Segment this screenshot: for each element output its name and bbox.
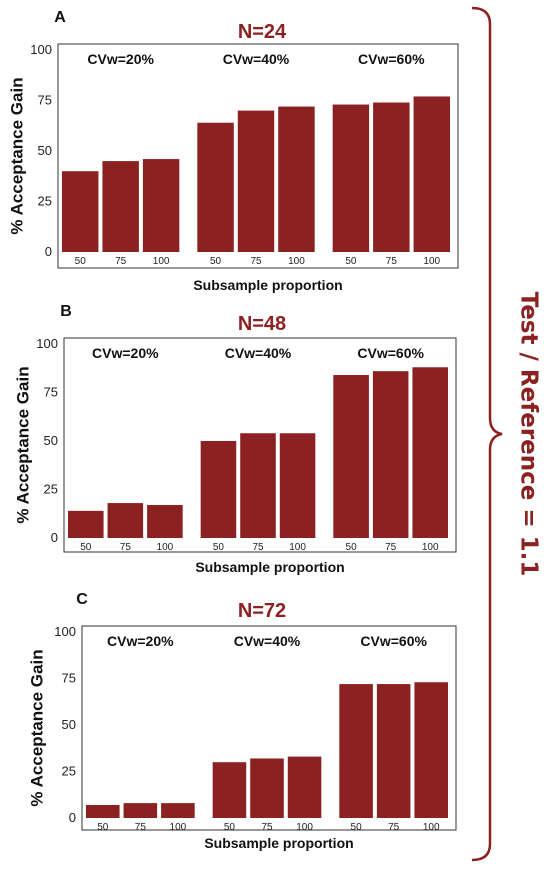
x-tick-label: 50 bbox=[345, 256, 357, 267]
x-tick-label: 50 bbox=[80, 542, 92, 553]
x-tick-label: 75 bbox=[250, 256, 262, 267]
chart-panel-b: 0 25 50 75 100 B N=48 Subsample proportion % Acc… bbox=[13, 303, 457, 575]
x-tick-label: 50 bbox=[224, 822, 236, 833]
bar-cvw60-100 bbox=[412, 367, 448, 538]
chart-title: N=48 bbox=[238, 313, 286, 335]
chart-title: N=72 bbox=[238, 600, 286, 622]
bar-cvw40-100 bbox=[279, 433, 316, 538]
bar-cvw40-75 bbox=[250, 758, 284, 818]
bar-cvw20-50 bbox=[68, 510, 104, 538]
group-label: CVw=60% bbox=[360, 633, 427, 649]
y-tick-label: 0 bbox=[51, 530, 58, 545]
bar-cvw60-50 bbox=[339, 684, 373, 818]
x-tick-label: 75 bbox=[386, 256, 398, 267]
bar-cvw60-50 bbox=[332, 104, 370, 252]
x-tick-label: 75 bbox=[261, 822, 273, 833]
bar-cvw40-75 bbox=[237, 110, 275, 252]
bar-cvw40-50 bbox=[197, 122, 234, 252]
panel-letter: A bbox=[54, 9, 66, 26]
x-tick-label: 100 bbox=[422, 542, 439, 553]
bar-cvw60-100 bbox=[414, 682, 448, 818]
group-label: CVw=40% bbox=[234, 633, 301, 649]
y-tick-label: 25 bbox=[62, 764, 76, 779]
y-tick-label: 100 bbox=[30, 42, 52, 57]
y-tick-label: 50 bbox=[44, 433, 58, 448]
x-tick-label: 50 bbox=[97, 822, 109, 833]
y-tick-label: 100 bbox=[54, 624, 76, 639]
x-axis-label: Subsample proportion bbox=[193, 277, 342, 293]
x-tick-label: 100 bbox=[170, 822, 187, 833]
y-tick-label: 75 bbox=[44, 385, 58, 400]
bar-cvw20-75 bbox=[102, 161, 139, 252]
bar-cvw20-100 bbox=[142, 159, 180, 252]
x-tick-label: 50 bbox=[75, 256, 87, 267]
panel-letter: B bbox=[60, 303, 72, 320]
x-tick-label: 75 bbox=[135, 822, 147, 833]
x-tick-label: 75 bbox=[385, 542, 397, 553]
bar-cvw20-50 bbox=[62, 171, 99, 252]
y-tick-label: 50 bbox=[62, 717, 76, 732]
x-tick-label: 75 bbox=[388, 822, 400, 833]
x-axis-label: Subsample proportion bbox=[195, 559, 344, 575]
x-axis-label: Subsample proportion bbox=[204, 835, 353, 851]
bar-cvw20-50 bbox=[86, 804, 120, 818]
x-tick-label: 50 bbox=[213, 542, 225, 553]
x-tick-label: 50 bbox=[351, 822, 363, 833]
bar-cvw60-75 bbox=[376, 684, 411, 818]
bar-cvw40-50 bbox=[212, 762, 247, 818]
bar-cvw20-100 bbox=[147, 505, 183, 538]
x-tick-label: 75 bbox=[115, 256, 127, 267]
group-label: CVw=20% bbox=[87, 51, 154, 67]
y-tick-label: 50 bbox=[38, 143, 52, 158]
y-axis-label: % Acceptance Gain bbox=[27, 649, 46, 806]
side-label: Test / Reference = 1.1 bbox=[516, 292, 542, 577]
chart-panel-a: 0 25 50 75 100 A N=24 Subsample proportion % Acc… bbox=[7, 9, 459, 293]
y-tick-label: 0 bbox=[45, 244, 52, 259]
bar-cvw60-75 bbox=[372, 371, 409, 538]
x-tick-label: 100 bbox=[289, 542, 306, 553]
group-label: CVw=60% bbox=[358, 51, 425, 67]
bar-cvw20-75 bbox=[123, 803, 158, 818]
y-tick-label: 75 bbox=[62, 671, 76, 686]
x-tick-label: 100 bbox=[423, 822, 440, 833]
group-label: CVw=40% bbox=[225, 345, 292, 361]
y-axis-label: % Acceptance Gain bbox=[7, 77, 26, 234]
y-tick-label: 100 bbox=[36, 336, 58, 351]
chart-panel-c: 0 25 50 75 100 C N=72 Subsample proportion % Acc… bbox=[27, 591, 457, 851]
bar-cvw60-50 bbox=[333, 375, 369, 538]
bar-cvw20-75 bbox=[107, 503, 144, 538]
y-tick-label: 0 bbox=[69, 810, 76, 825]
x-tick-label: 75 bbox=[252, 542, 264, 553]
group-label: CVw=20% bbox=[107, 633, 174, 649]
panels: 0 25 50 75 100 A N=24 Subsample proportion % Acc… bbox=[7, 9, 459, 851]
bar-cvw40-50 bbox=[200, 441, 237, 538]
x-tick-label: 100 bbox=[157, 542, 174, 553]
bar-cvw40-100 bbox=[278, 106, 315, 252]
bar-cvw40-100 bbox=[287, 756, 322, 818]
group-label: CVw=60% bbox=[357, 345, 424, 361]
x-tick-label: 100 bbox=[153, 256, 170, 267]
right-brace bbox=[471, 6, 503, 862]
y-axis-label: % Acceptance Gain bbox=[13, 366, 32, 523]
bar-cvw40-75 bbox=[240, 433, 276, 538]
chart-title: N=24 bbox=[238, 21, 287, 43]
y-tick-label: 75 bbox=[38, 93, 52, 108]
y-tick-label: 25 bbox=[38, 194, 52, 209]
bar-cvw60-75 bbox=[373, 102, 410, 253]
x-tick-label: 75 bbox=[120, 542, 132, 553]
y-tick-label: 25 bbox=[44, 482, 58, 497]
group-label: CVw=40% bbox=[223, 51, 290, 67]
x-tick-label: 100 bbox=[296, 822, 313, 833]
panel-letter: C bbox=[76, 591, 88, 608]
bar-cvw60-100 bbox=[413, 96, 450, 253]
x-tick-label: 100 bbox=[288, 256, 305, 267]
group-label: CVw=20% bbox=[92, 345, 159, 361]
x-tick-label: 50 bbox=[346, 542, 358, 553]
bar-cvw20-100 bbox=[161, 803, 195, 818]
x-tick-label: 50 bbox=[210, 256, 222, 267]
x-tick-label: 100 bbox=[423, 256, 440, 267]
